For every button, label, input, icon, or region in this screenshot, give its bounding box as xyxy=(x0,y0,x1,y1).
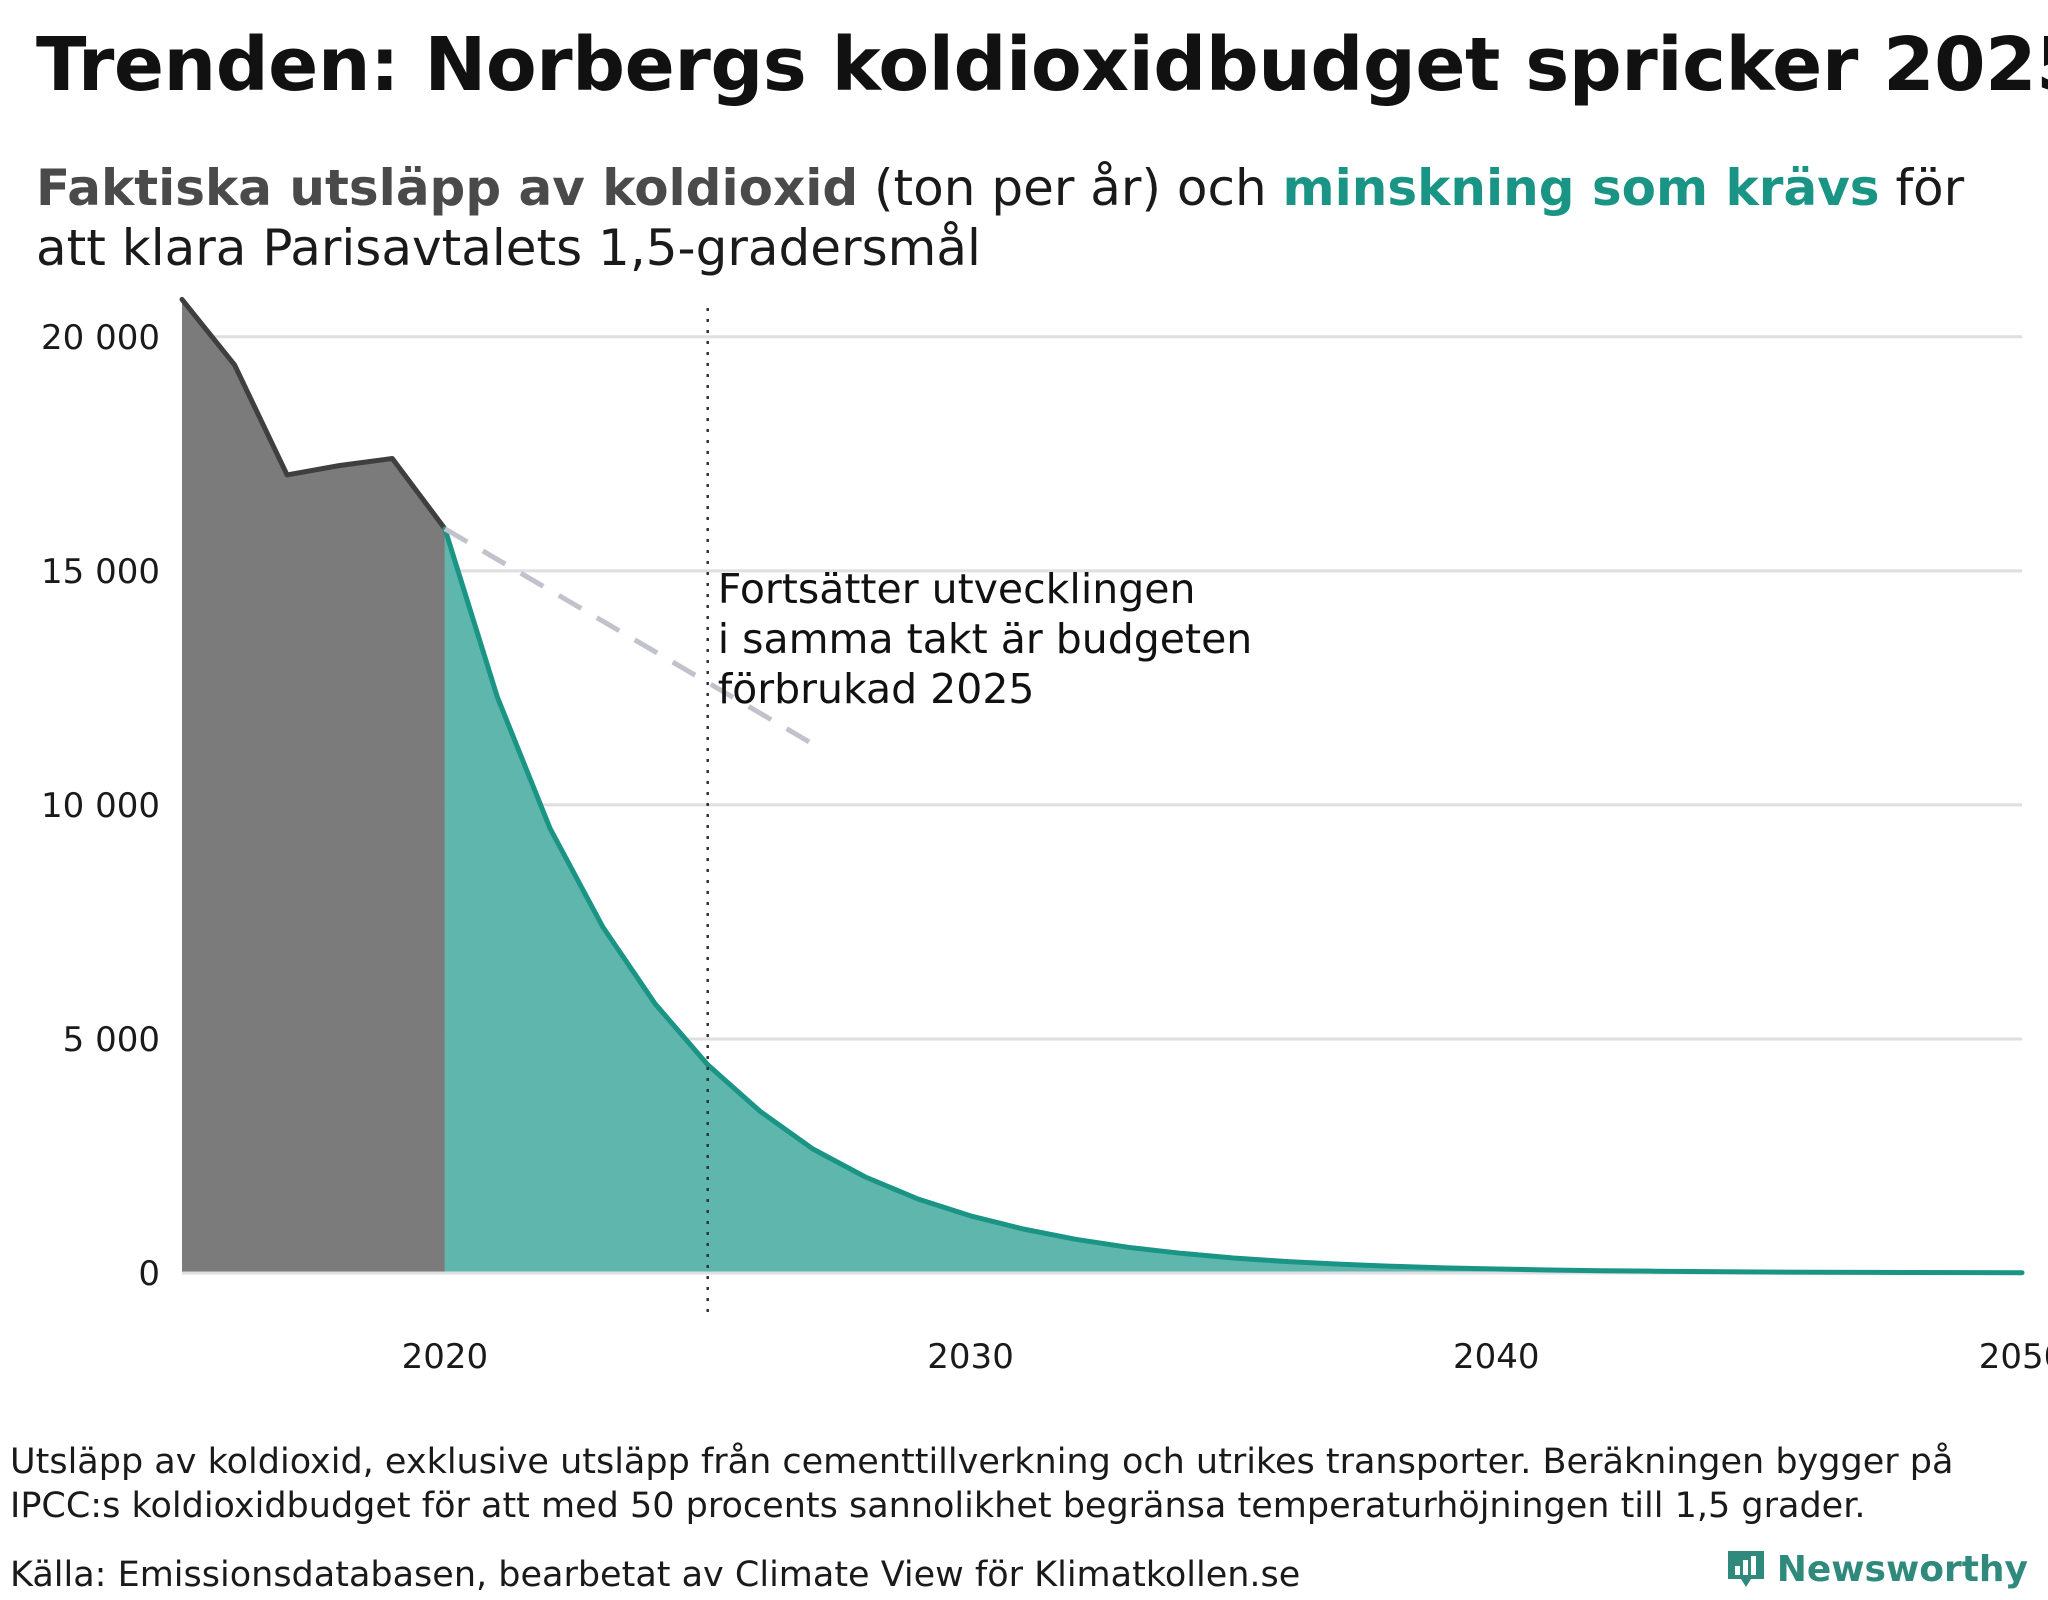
actual-emissions-line xyxy=(179,296,448,532)
newsworthy-bars-icon xyxy=(1727,1551,1764,1587)
required-reduction-line xyxy=(442,526,2025,1276)
y-tick-label: 5 000 xyxy=(63,1020,160,1060)
newsworthy-logo: Newsworthy xyxy=(1725,1548,2028,1590)
chart-subtitle: Faktiska utsläpp av koldioxid (ton per å… xyxy=(36,158,2026,278)
annotation-text: Fortsätter utvecklingen xyxy=(718,565,1196,613)
trend-dashed-line xyxy=(443,526,815,747)
y-tick-label: 10 000 xyxy=(41,786,160,826)
footnote: Utsläpp av koldioxid, exklusive utsläpp … xyxy=(10,1442,1954,1526)
y-tick-label: 15 000 xyxy=(41,552,160,592)
subtitle-actual-label: Faktiska utsläpp av koldioxid xyxy=(36,159,859,217)
brand-name: Newsworthy xyxy=(1776,1548,2028,1590)
annotation-text: i samma takt är budgeten xyxy=(718,615,1253,663)
y-tick-label: 20 000 xyxy=(41,318,160,358)
subtitle-unit-text: (ton per år) och xyxy=(858,159,1283,217)
annotation-text: förbrukad 2025 xyxy=(718,665,1035,713)
actual-emissions-area xyxy=(182,299,445,1273)
chart-title: Trenden: Norbergs koldioxidbudget sprick… xyxy=(36,22,2048,108)
x-tick-label: 2020 xyxy=(402,1337,489,1370)
emissions-chart: 0 5 000 10 000 15 000 20 000 2020 2030 2040 2050… xyxy=(41,296,2048,1370)
x-tick-label: 2050 xyxy=(1979,1337,2048,1370)
y-tick-label: 0 xyxy=(138,1254,160,1294)
subtitle-goal-text: för att klara Parisavtalets 1,5-gradersm… xyxy=(36,159,1965,277)
x-tick-label: 2040 xyxy=(1453,1337,1540,1370)
source-note: Källa: Emissionsdatabasen, bearbetat av … xyxy=(10,1555,1301,1595)
subtitle-required-label: minskning som krävs xyxy=(1282,159,1880,217)
required-reduction-area xyxy=(444,528,2022,1273)
x-tick-label: 2030 xyxy=(927,1337,1014,1370)
